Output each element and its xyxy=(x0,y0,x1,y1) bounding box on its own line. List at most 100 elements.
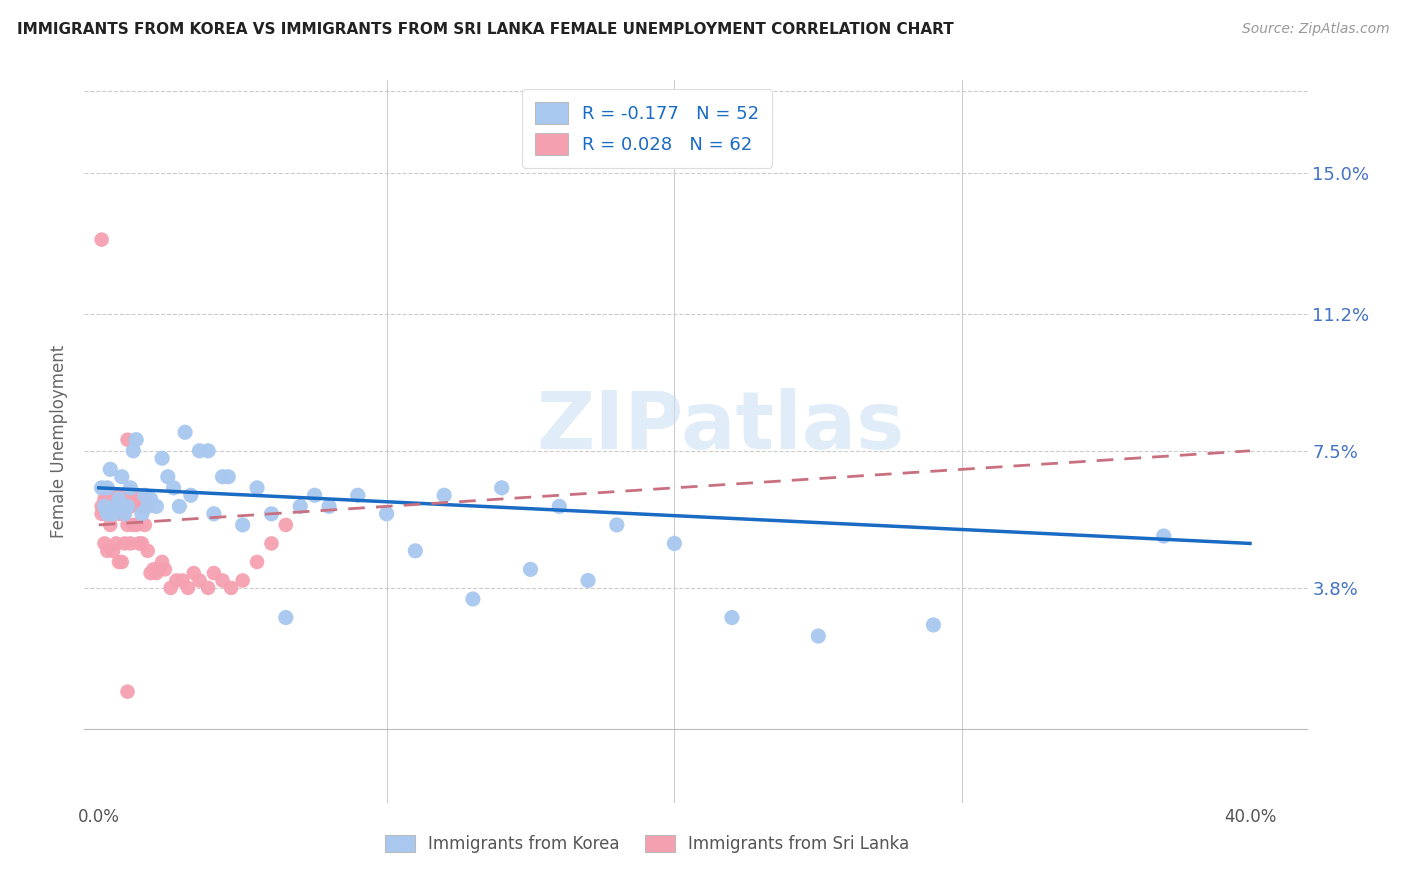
Point xyxy=(96,507,118,521)
Point xyxy=(232,574,254,588)
Point xyxy=(131,536,153,550)
Point xyxy=(96,544,118,558)
Point xyxy=(93,507,115,521)
Point xyxy=(491,481,513,495)
Point xyxy=(461,592,484,607)
Point xyxy=(96,481,118,495)
Point xyxy=(375,507,398,521)
Point xyxy=(174,425,197,440)
Point xyxy=(197,581,219,595)
Point xyxy=(260,536,283,550)
Point xyxy=(120,481,142,495)
Point xyxy=(120,536,142,550)
Text: ZIPatlas: ZIPatlas xyxy=(536,388,904,467)
Point xyxy=(197,443,219,458)
Point xyxy=(93,500,115,514)
Point xyxy=(90,507,112,521)
Point xyxy=(134,488,156,502)
Point xyxy=(120,500,142,514)
Point xyxy=(922,618,945,632)
Point xyxy=(169,500,191,514)
Point xyxy=(93,536,115,550)
Point xyxy=(111,507,134,521)
Point xyxy=(134,488,156,502)
Point xyxy=(274,610,297,624)
Point xyxy=(128,500,150,514)
Point xyxy=(90,481,112,495)
Point xyxy=(246,555,269,569)
Point xyxy=(98,517,121,532)
Legend: Immigrants from Korea, Immigrants from Sri Lanka: Immigrants from Korea, Immigrants from S… xyxy=(378,828,915,860)
Point xyxy=(136,500,159,514)
Point xyxy=(114,507,136,521)
Point xyxy=(664,536,686,550)
Point xyxy=(139,491,162,506)
Point xyxy=(156,469,179,483)
Point xyxy=(1153,529,1175,543)
Point xyxy=(125,517,148,532)
Point xyxy=(101,507,124,521)
Point xyxy=(188,443,211,458)
Point xyxy=(125,433,148,447)
Point xyxy=(93,491,115,506)
Point xyxy=(202,566,225,580)
Point xyxy=(108,488,131,502)
Point xyxy=(576,574,599,588)
Point xyxy=(219,581,242,595)
Point xyxy=(122,443,145,458)
Point xyxy=(108,491,131,506)
Point xyxy=(145,566,167,580)
Point xyxy=(202,507,225,521)
Point xyxy=(111,491,134,506)
Point xyxy=(211,574,233,588)
Point xyxy=(211,469,233,483)
Point xyxy=(105,500,128,514)
Point xyxy=(105,500,128,514)
Point xyxy=(180,488,202,502)
Point xyxy=(111,555,134,569)
Point xyxy=(114,500,136,514)
Point xyxy=(105,491,128,506)
Y-axis label: Female Unemployment: Female Unemployment xyxy=(51,345,69,538)
Point xyxy=(105,536,128,550)
Point xyxy=(122,488,145,502)
Point xyxy=(101,500,124,514)
Point xyxy=(101,544,124,558)
Point xyxy=(260,507,283,521)
Point xyxy=(122,517,145,532)
Point xyxy=(433,488,456,502)
Point xyxy=(111,469,134,483)
Point xyxy=(148,562,170,576)
Point xyxy=(188,574,211,588)
Point xyxy=(125,491,148,506)
Point xyxy=(101,491,124,506)
Text: IMMIGRANTS FROM KOREA VS IMMIGRANTS FROM SRI LANKA FEMALE UNEMPLOYMENT CORRELATI: IMMIGRANTS FROM KOREA VS IMMIGRANTS FROM… xyxy=(17,22,953,37)
Point xyxy=(150,451,173,466)
Point xyxy=(128,536,150,550)
Point xyxy=(183,566,205,580)
Point xyxy=(290,500,312,514)
Point xyxy=(318,500,340,514)
Point xyxy=(519,562,541,576)
Point xyxy=(117,684,139,698)
Point xyxy=(90,233,112,247)
Point xyxy=(232,517,254,532)
Point xyxy=(90,500,112,514)
Point xyxy=(166,574,188,588)
Point xyxy=(96,491,118,506)
Point xyxy=(217,469,239,483)
Point xyxy=(131,500,153,514)
Point xyxy=(274,517,297,532)
Point xyxy=(134,517,156,532)
Point xyxy=(404,544,426,558)
Point xyxy=(117,433,139,447)
Point xyxy=(145,500,167,514)
Point xyxy=(346,488,368,502)
Point xyxy=(246,481,269,495)
Point xyxy=(136,544,159,558)
Point xyxy=(142,562,165,576)
Point xyxy=(304,488,326,502)
Point xyxy=(117,491,139,506)
Point xyxy=(117,517,139,532)
Point xyxy=(131,507,153,521)
